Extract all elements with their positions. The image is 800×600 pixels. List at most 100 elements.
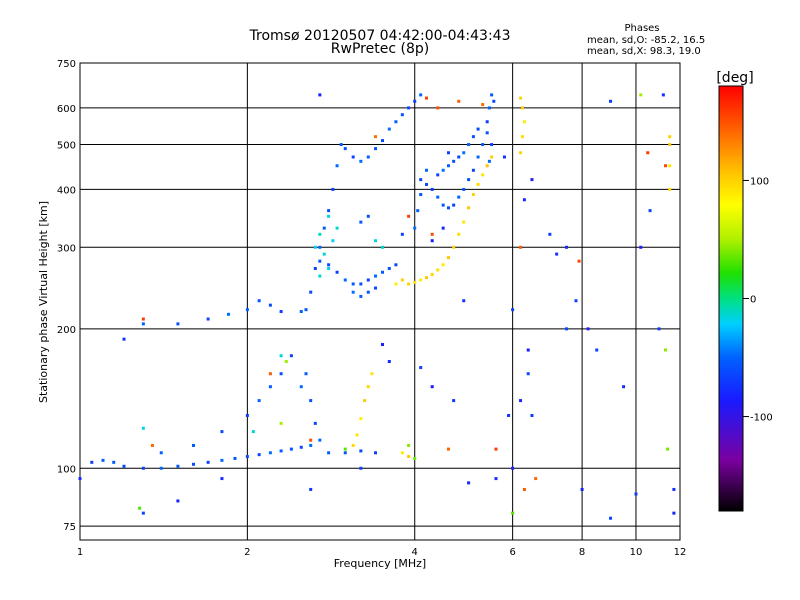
- data-point: [331, 187, 335, 191]
- data-point: [476, 127, 480, 131]
- data-point: [485, 120, 489, 124]
- data-point: [457, 155, 461, 159]
- data-point: [511, 308, 515, 312]
- data-point: [526, 372, 530, 376]
- data-point: [430, 273, 434, 277]
- data-point: [419, 178, 423, 182]
- data-point: [487, 106, 491, 110]
- data-point: [322, 252, 326, 256]
- data-point: [668, 143, 672, 147]
- data-point: [441, 203, 445, 207]
- data-point: [327, 209, 331, 213]
- data-point: [206, 460, 210, 464]
- data-point: [370, 372, 374, 376]
- data-point: [335, 270, 339, 274]
- data-point: [407, 214, 411, 218]
- data-point: [663, 164, 667, 168]
- data-point: [373, 135, 377, 139]
- data-point: [359, 282, 363, 286]
- data-point: [574, 299, 578, 303]
- data-point: [150, 443, 154, 447]
- data-point: [335, 164, 339, 168]
- data-point: [343, 147, 347, 151]
- data-point: [487, 159, 491, 163]
- data-point: [471, 168, 475, 172]
- data-point: [366, 214, 370, 218]
- data-point: [639, 93, 643, 97]
- colorbar-tick-label: -100: [750, 413, 773, 424]
- data-point: [446, 151, 450, 155]
- data-point: [668, 135, 672, 139]
- data-point: [407, 106, 411, 110]
- data-point: [580, 487, 584, 491]
- data-point: [446, 256, 450, 260]
- data-point: [279, 310, 283, 314]
- x-tick-label: 12: [674, 547, 687, 558]
- data-point: [387, 127, 391, 131]
- data-point: [387, 266, 391, 270]
- data-point: [419, 193, 423, 197]
- data-point: [318, 274, 322, 278]
- data-point: [318, 438, 322, 442]
- data-point: [586, 327, 590, 331]
- data-point: [565, 245, 569, 249]
- data-point: [233, 456, 237, 460]
- y-tick-label: 750: [57, 59, 76, 70]
- data-point: [251, 430, 255, 434]
- data-point: [436, 268, 440, 272]
- data-point: [416, 209, 420, 213]
- y-tick-label: 400: [57, 185, 76, 196]
- data-point: [159, 451, 163, 455]
- data-point: [257, 453, 261, 457]
- data-point: [577, 259, 581, 263]
- data-point: [138, 506, 142, 510]
- data-point: [309, 487, 313, 491]
- data-point: [343, 451, 347, 455]
- data-point: [257, 399, 261, 403]
- data-point: [176, 322, 180, 326]
- data-point: [622, 385, 626, 389]
- data-point: [176, 464, 180, 468]
- data-point: [407, 282, 411, 286]
- data-point: [467, 178, 471, 182]
- data-point: [279, 421, 283, 425]
- data-point: [441, 168, 445, 172]
- data-point: [519, 399, 523, 403]
- data-point: [78, 477, 82, 481]
- data-point: [457, 195, 461, 199]
- chart-subtitle: RwPretec (8p): [331, 41, 429, 57]
- data-point: [191, 462, 195, 466]
- data-point: [343, 447, 347, 451]
- data-point: [502, 155, 506, 159]
- data-point: [289, 354, 293, 358]
- data-point: [425, 182, 429, 186]
- data-point: [380, 245, 384, 249]
- data-point: [452, 399, 456, 403]
- data-point: [327, 451, 331, 455]
- data-point: [355, 433, 359, 437]
- phases-x-stats: mean, sd,X: 98.3, 19.0: [587, 46, 701, 57]
- x-tick-labels: 1 2 4 6 8 10 12: [77, 547, 687, 558]
- data-point: [467, 206, 471, 210]
- data-point: [366, 155, 370, 159]
- y-tick-labels: 75 100 200 300 400 500 600 750: [57, 59, 76, 533]
- data-point: [122, 337, 126, 341]
- data-point: [407, 443, 411, 447]
- data-point: [485, 131, 489, 135]
- data-point: [425, 276, 429, 280]
- y-tick-label: 300: [57, 243, 76, 254]
- data-point: [366, 290, 370, 294]
- data-point: [394, 263, 398, 267]
- data-point: [534, 477, 538, 481]
- x-tick-label: 4: [412, 547, 418, 558]
- data-point: [363, 399, 367, 403]
- data-point: [436, 195, 440, 199]
- data-point: [520, 106, 524, 110]
- data-point: [359, 159, 363, 163]
- data-point: [159, 466, 163, 470]
- data-point: [141, 317, 145, 321]
- data-point: [351, 443, 355, 447]
- data-point: [289, 447, 293, 451]
- data-point: [522, 487, 526, 491]
